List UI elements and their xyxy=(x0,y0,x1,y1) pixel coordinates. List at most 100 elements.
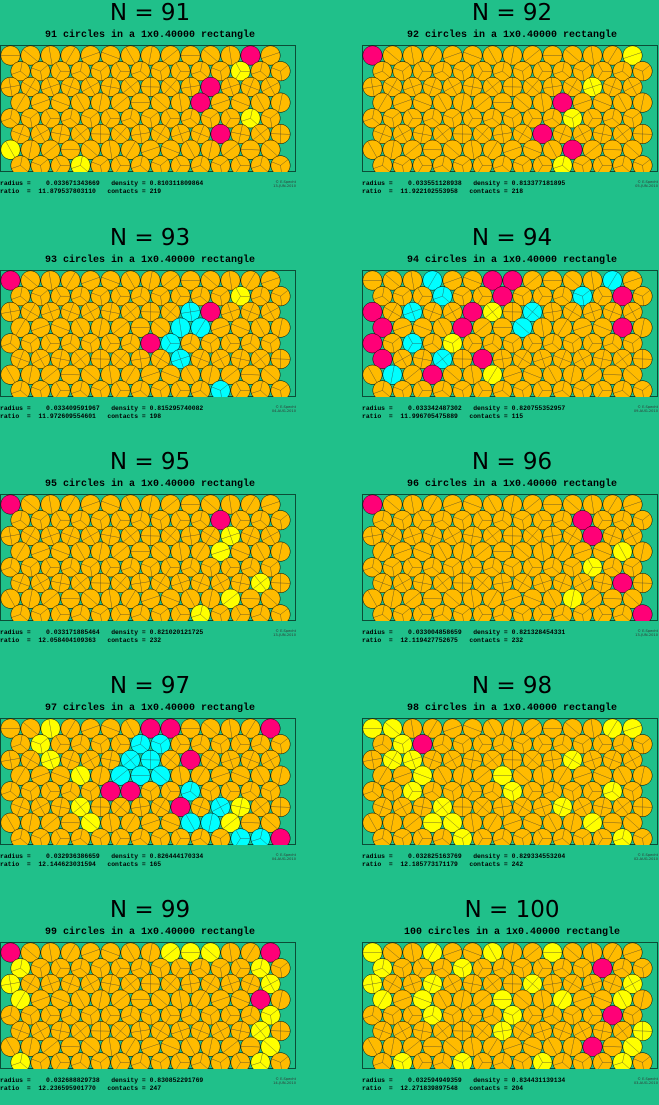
packed-circle xyxy=(533,156,552,172)
packed-circle xyxy=(11,156,30,172)
panel-title: N = 97 xyxy=(0,673,300,699)
stats-block: radius = 0.033171885464 density = 0.8210… xyxy=(0,629,296,645)
packing-svg xyxy=(0,942,296,1069)
copyright-note: © E.Specht 03-AUG-2010 xyxy=(634,1077,658,1086)
packed-circle xyxy=(553,381,572,397)
circle-packing-diagram xyxy=(362,942,658,1069)
packed-circle xyxy=(393,381,412,397)
packed-circle xyxy=(191,605,210,621)
panel-subtitle: 92 circles in a 1x0.40000 rectangle xyxy=(362,30,659,42)
packed-circle xyxy=(493,156,512,172)
copyright-note: © E.Specht 13-JUN-2010 xyxy=(273,180,296,189)
packed-circle xyxy=(31,829,50,845)
ratio-line: ratio = 12.058404109363 contacts = 232 xyxy=(0,637,296,645)
packed-circle xyxy=(493,381,512,397)
packing-svg xyxy=(0,718,296,845)
packed-circle xyxy=(251,829,270,845)
packed-circle xyxy=(413,829,432,845)
packed-circle xyxy=(251,1053,270,1069)
packed-circle xyxy=(231,1053,250,1069)
packed-circle xyxy=(433,381,452,397)
packed-circle xyxy=(373,605,392,621)
packed-circle xyxy=(453,829,472,845)
packed-circle xyxy=(613,1053,632,1069)
packed-circle xyxy=(613,381,632,397)
packed-circle xyxy=(231,605,250,621)
ratio-line: ratio = 11.879537803110 contacts = 219 xyxy=(0,188,296,196)
radius-line: radius = 0.032825163769 density = 0.8293… xyxy=(362,853,658,861)
packed-circle xyxy=(413,605,432,621)
copyright-note: © E.Specht 13-JUN-2010 xyxy=(635,629,658,638)
circle-packing-diagram xyxy=(362,270,658,397)
packed-circle xyxy=(271,829,290,845)
packed-circle xyxy=(473,605,492,621)
packed-circle xyxy=(91,605,110,621)
packed-circle xyxy=(151,829,170,845)
packing-svg xyxy=(362,718,658,845)
packed-circle xyxy=(413,381,432,397)
circle-packing-diagram xyxy=(0,718,296,845)
packing-svg xyxy=(0,494,296,621)
packed-circle xyxy=(251,156,270,172)
packed-circle xyxy=(613,829,632,845)
packed-circle xyxy=(11,1053,30,1069)
packed-circle xyxy=(71,381,90,397)
packed-circle xyxy=(393,829,412,845)
packed-circle xyxy=(171,156,190,172)
packing-panel-91: N = 91 91 circles in a 1x0.40000 rectang… xyxy=(0,8,300,208)
copyright-note: © E.Specht 14-JUN-2010 xyxy=(273,1077,296,1086)
packed-circle xyxy=(111,605,130,621)
panel-subtitle: 96 circles in a 1x0.40000 rectangle xyxy=(362,479,659,491)
packed-circle xyxy=(453,1053,472,1069)
stats-block: radius = 0.032936386659 density = 0.8264… xyxy=(0,853,296,869)
packed-circle xyxy=(533,829,552,845)
stats-block: radius = 0.033409591967 density = 0.8152… xyxy=(0,405,296,421)
packed-circle xyxy=(373,381,392,397)
packed-circle xyxy=(151,1053,170,1069)
panel-title: N = 94 xyxy=(362,225,659,251)
packing-svg xyxy=(362,494,658,621)
packed-circle xyxy=(71,829,90,845)
panel-subtitle: 94 circles in a 1x0.40000 rectangle xyxy=(362,255,659,267)
radius-line: radius = 0.032594949359 density = 0.8344… xyxy=(362,1077,658,1085)
panel-title: N = 96 xyxy=(362,449,659,475)
stats-block: radius = 0.033342487302 density = 0.8207… xyxy=(362,405,658,421)
packed-circle xyxy=(171,381,190,397)
packed-circle xyxy=(553,1053,572,1069)
packed-circle xyxy=(231,829,250,845)
panel-subtitle: 91 circles in a 1x0.40000 rectangle xyxy=(0,30,300,42)
packed-circle xyxy=(51,156,70,172)
panel-title: N = 93 xyxy=(0,225,300,251)
ratio-line: ratio = 12.185773171179 contacts = 242 xyxy=(362,861,658,869)
packed-circle xyxy=(31,156,50,172)
ratio-line: ratio = 11.996705475889 contacts = 115 xyxy=(362,413,658,421)
panel-title: N = 98 xyxy=(362,673,659,699)
packed-circle xyxy=(91,381,110,397)
packed-circle xyxy=(131,381,150,397)
radius-line: radius = 0.033171885464 density = 0.8210… xyxy=(0,629,296,637)
packed-circle xyxy=(11,605,30,621)
circle-packing-diagram xyxy=(0,45,296,172)
packed-circle xyxy=(211,156,230,172)
packing-svg xyxy=(362,942,658,1069)
radius-line: radius = 0.033004858659 density = 0.8213… xyxy=(362,629,658,637)
packed-circle xyxy=(593,829,612,845)
packed-circle xyxy=(231,156,250,172)
packed-circle xyxy=(71,605,90,621)
packed-circle xyxy=(51,381,70,397)
ratio-line: ratio = 12.144623031594 contacts = 165 xyxy=(0,861,296,869)
ratio-line: ratio = 12.271839897548 contacts = 204 xyxy=(362,1085,658,1093)
packed-circle xyxy=(473,381,492,397)
packed-circle xyxy=(513,1053,532,1069)
copyright-note: © E.Specht 13-JUN-2010 xyxy=(273,629,296,638)
packed-circle xyxy=(151,605,170,621)
packed-circle xyxy=(271,381,290,397)
panel-title: N = 92 xyxy=(362,0,659,26)
packing-panel-96: N = 96 96 circles in a 1x0.40000 rectang… xyxy=(362,457,659,657)
packed-circle xyxy=(11,381,30,397)
panel-subtitle: 99 circles in a 1x0.40000 rectangle xyxy=(0,927,300,939)
panel-subtitle: 98 circles in a 1x0.40000 rectangle xyxy=(362,703,659,715)
packed-circle xyxy=(553,829,572,845)
packing-panel-94: N = 94 94 circles in a 1x0.40000 rectang… xyxy=(362,233,659,433)
packed-circle xyxy=(573,156,592,172)
